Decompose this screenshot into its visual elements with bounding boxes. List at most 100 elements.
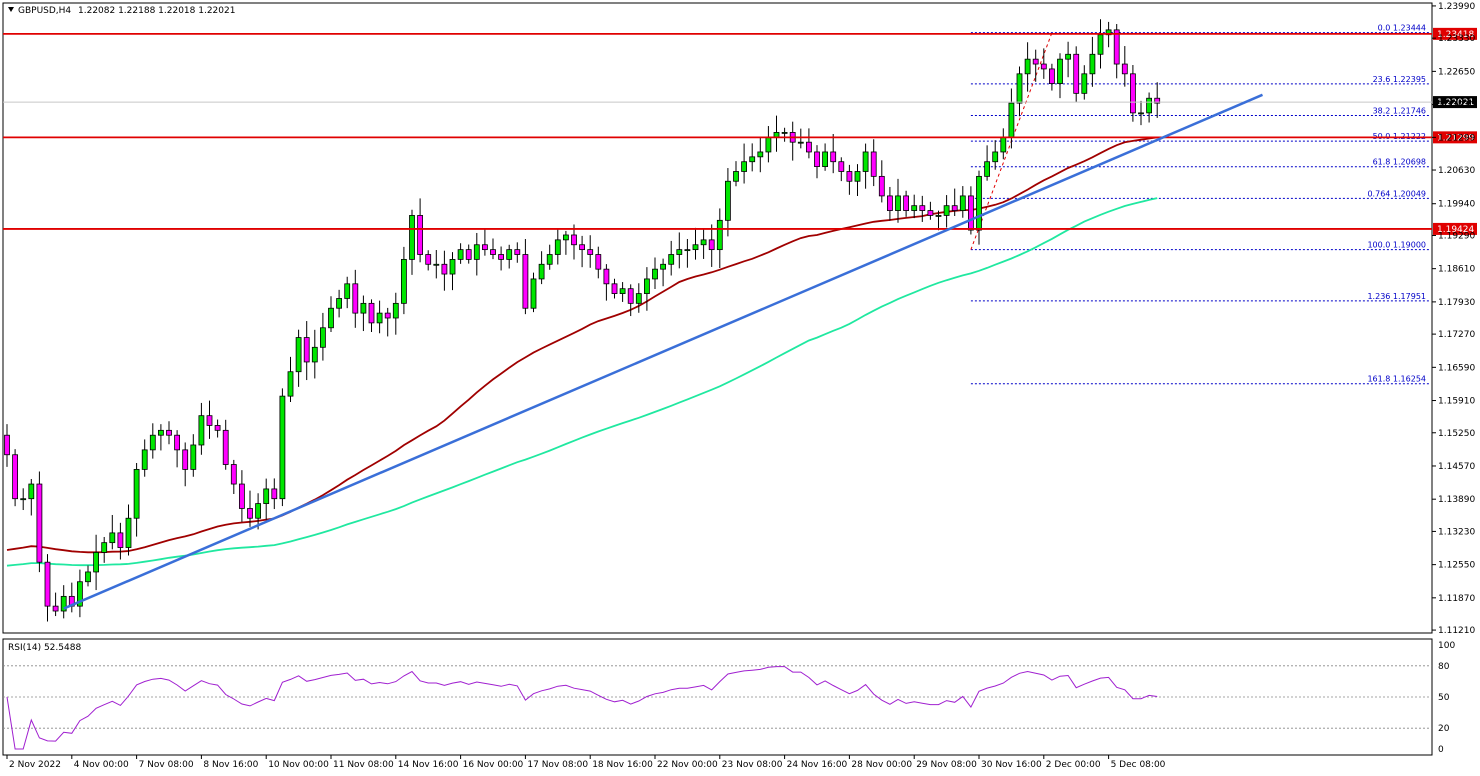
bearish-candle <box>887 195 893 211</box>
bullish-candle <box>854 171 861 182</box>
candlesticks <box>4 19 1161 622</box>
bullish-candle <box>822 151 828 168</box>
symbol-title: GBPUSD,H4 <box>18 6 71 16</box>
bullish-candle <box>716 219 723 251</box>
bullish-candle <box>644 278 650 294</box>
bullish-candle <box>60 595 67 612</box>
bearish-candle <box>806 141 812 153</box>
bullish-candle <box>473 244 480 260</box>
trendline-group[interactable] <box>63 93 1263 610</box>
time-tick-label: 11 Nov 08:00 <box>333 760 394 770</box>
bullish-candle <box>676 249 683 255</box>
bullish-candle <box>959 195 966 211</box>
bullish-candle <box>449 258 456 275</box>
bullish-candle <box>984 161 990 177</box>
bullish-candle <box>1057 58 1063 84</box>
fib-level-label: 100.0 1.19000 <box>1367 241 1426 250</box>
rsi-axis-label: 20 <box>1438 724 1450 734</box>
bullish-candle <box>797 141 804 144</box>
current-price-label: 1.22021 <box>1437 98 1474 108</box>
rsi-line <box>6 666 1158 750</box>
time-tick-label: 17 Nov 08:00 <box>527 760 588 770</box>
price-tick-label: 1.16590 <box>1438 363 1475 373</box>
bullish-candle <box>255 503 262 519</box>
bullish-candle <box>911 205 918 211</box>
bullish-candle <box>328 307 334 329</box>
bullish-candle <box>319 327 326 348</box>
price-tick-label: 1.17930 <box>1438 298 1475 308</box>
bearish-candle <box>182 449 189 470</box>
price-tick-label: 1.13230 <box>1438 527 1475 537</box>
bearish-candle <box>870 151 877 177</box>
bullish-candle <box>554 239 561 255</box>
price-tag-label: 1.23418 <box>1437 30 1474 40</box>
bearish-candle <box>44 561 51 607</box>
bullish-candle <box>1000 136 1007 153</box>
price-tag <box>1433 131 1477 144</box>
time-axis: 2 Nov 2022 4 Nov 00:00 7 Nov 08:00 8 Nov 16… <box>6 755 1166 770</box>
bearish-candle <box>627 288 634 304</box>
bullish-candle <box>1138 112 1144 115</box>
price-tick-label: 1.20630 <box>1438 166 1475 176</box>
symbol-dropdown-icon[interactable] <box>8 7 14 12</box>
bearish-candle <box>214 425 221 431</box>
price-tag <box>1433 222 1477 235</box>
bullish-candle <box>77 581 83 607</box>
time-tick-label: 28 Nov 00:00 <box>851 760 912 770</box>
bearish-candle <box>878 175 885 197</box>
bullish-candle <box>895 195 901 211</box>
fib-level-label: 38.2 1.21746 <box>1373 107 1426 116</box>
price-tick-label: 1.15250 <box>1438 429 1475 439</box>
bullish-candle <box>765 136 772 153</box>
time-tick-label: 2 Dec 00:00 <box>1046 760 1101 770</box>
fib-level-label: 161.8 1.16254 <box>1367 375 1426 384</box>
bullish-candle <box>336 298 343 309</box>
bullish-candle <box>619 288 626 294</box>
bearish-candle <box>1154 97 1161 104</box>
bullish-candle <box>125 517 132 548</box>
bearish-candle <box>514 249 521 255</box>
fib-level-label: 23.6 1.22395 <box>1373 75 1426 84</box>
bearish-candle <box>52 605 59 612</box>
rsi-label: RSI(14) 52.5488 <box>8 643 81 653</box>
bearish-candle <box>611 283 618 294</box>
bearish-candle <box>579 244 585 251</box>
price-tick-label: 1.17270 <box>1438 330 1475 340</box>
horizontal-levels[interactable]: 1.23418 1.21299 1.19424 1.22021 <box>3 27 1477 235</box>
bullish-candle <box>28 483 35 500</box>
bullish-candle <box>1097 34 1104 55</box>
time-tick-label: 14 Nov 16:00 <box>398 760 459 770</box>
bearish-candle <box>384 312 391 319</box>
bullish-candle <box>409 215 415 260</box>
price-tick-label: 1.21970 <box>1438 101 1475 111</box>
bearish-candle <box>12 454 19 500</box>
bullish-candle <box>263 488 270 504</box>
price-tick-label: 1.19290 <box>1438 231 1475 241</box>
bullish-candle <box>660 263 666 270</box>
main-panel-frame <box>2 2 1433 634</box>
bullish-candle <box>976 175 982 231</box>
bullish-candle <box>546 254 553 265</box>
bullish-candle <box>1016 73 1023 104</box>
bullish-candle <box>109 532 116 544</box>
bearish-candle <box>1073 53 1080 94</box>
bearish-candle <box>846 171 853 182</box>
time-tick-label: 2 Nov 2022 <box>9 760 61 770</box>
bullish-candle <box>287 371 294 397</box>
time-tick-label: 22 Nov 00:00 <box>657 760 718 770</box>
bullish-candle <box>992 151 999 163</box>
bearish-candle <box>595 254 602 270</box>
bullish-candle <box>141 449 148 470</box>
bullish-candle <box>781 132 788 134</box>
current-price-tag <box>1433 96 1477 109</box>
price-tick-label: 1.13890 <box>1438 495 1475 505</box>
bullish-candle <box>295 337 302 373</box>
bullish-candle <box>20 498 27 501</box>
bearish-candle <box>1113 29 1120 65</box>
bullish-candle <box>85 571 91 583</box>
bearish-candle <box>1121 63 1128 75</box>
rsi-indicator: 100 80 50 20 0 <box>3 641 1455 755</box>
time-tick-label: 5 Dec 08:00 <box>1111 760 1166 770</box>
moving-average-200 <box>6 197 1158 567</box>
